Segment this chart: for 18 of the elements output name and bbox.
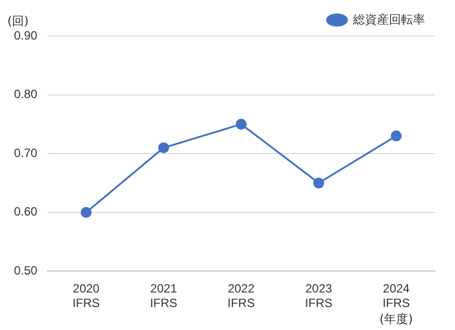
x-tick-label: 2020 IFRS (72, 282, 100, 310)
point (313, 178, 324, 188)
y-tick-label: 0.60 (14, 204, 38, 219)
legend-label: 総資産回転率 (352, 12, 425, 26)
point (390, 130, 402, 142)
x-tick-label: 2024 IFRS (382, 282, 410, 310)
x-tick-label: 2021 IFRS (150, 282, 178, 310)
y-tick-label: 0.50 (14, 264, 38, 278)
y-tick-label: 0.80 (14, 87, 38, 102)
y-tick-label: 0.90 (14, 28, 38, 42)
x-tick-label: 2023 IFRS (305, 282, 332, 310)
point (158, 142, 170, 154)
point (80, 207, 92, 218)
y-tick-label: 0.70 (14, 146, 38, 160)
y-axis-title: (回) (7, 14, 29, 28)
point (236, 118, 247, 130)
x-tick-label: 2022 IFRS (228, 282, 255, 310)
x-axis-title: (年度) (380, 312, 413, 326)
